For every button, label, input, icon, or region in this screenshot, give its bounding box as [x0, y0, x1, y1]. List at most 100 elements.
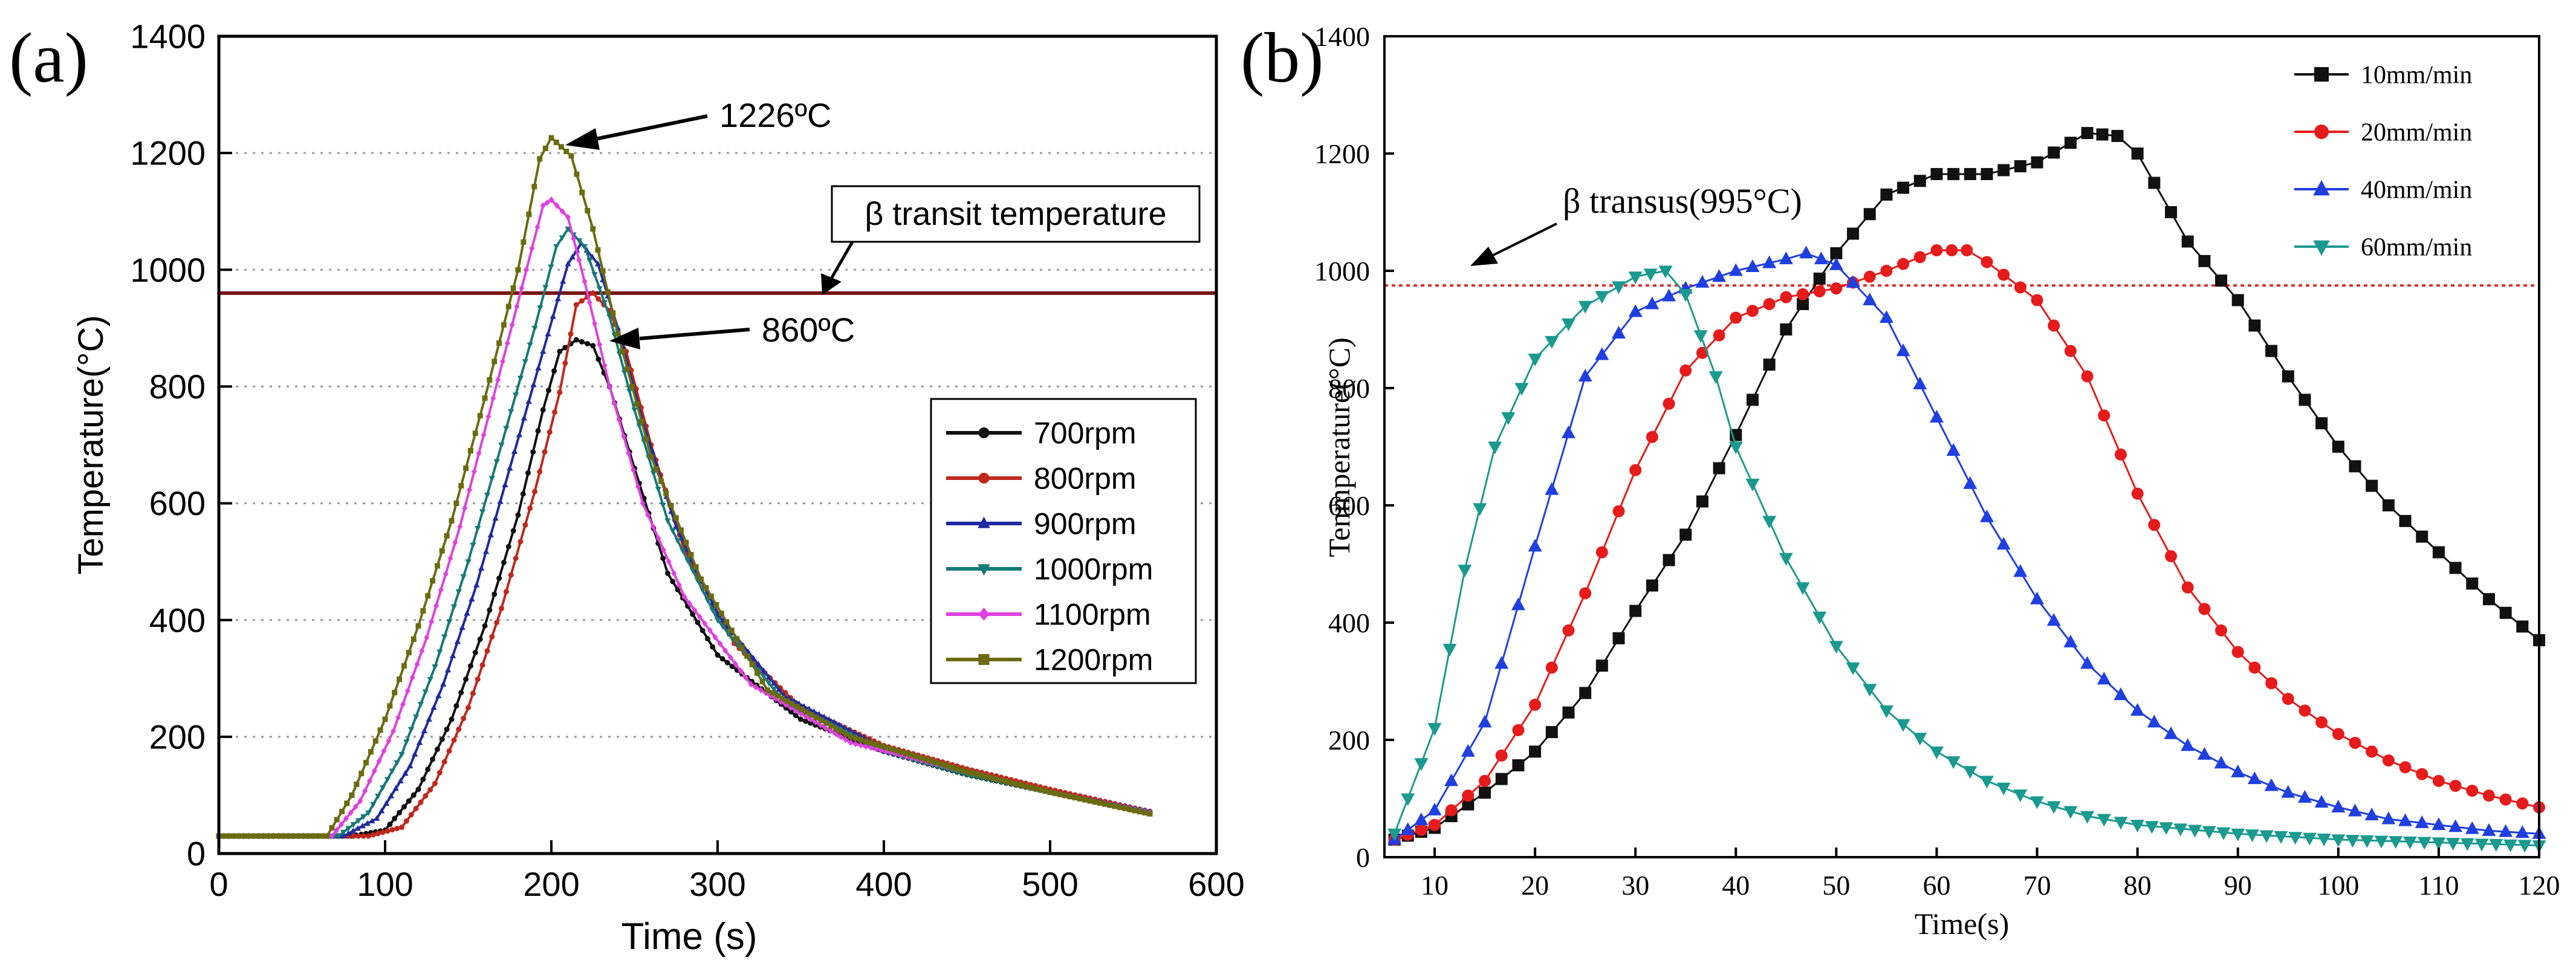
panel-b-series-20mm-min-point	[2148, 519, 2161, 531]
panel-b-series-10mm-min-point	[2449, 562, 2462, 574]
panel-a-series-1100rpm-point	[559, 208, 565, 215]
panel-a-y-tick-label: 1400	[130, 18, 206, 56]
panel-a-legend-item: 1100rpm	[946, 598, 1151, 632]
panel-a-series-700rpm-point	[715, 652, 721, 658]
panel-a-series-1000rpm-point	[596, 286, 603, 292]
panel-b-x-tick-label: 70	[2023, 870, 2051, 901]
panel-a-series-1000rpm-point	[365, 810, 372, 817]
panel-a-series-900rpm-point	[535, 365, 542, 371]
panel-a-series-800rpm-point	[399, 825, 404, 831]
panel-a-series-1200rpm-point	[387, 703, 393, 709]
panel-b-series-10mm-min-point	[2315, 417, 2328, 430]
panel-b-series-10mm-min-point	[2482, 593, 2495, 606]
panel-a-series-700rpm-point	[557, 348, 563, 354]
panel-a-series-1000rpm-point	[650, 471, 657, 477]
panel-b-series-20mm-min-point	[2499, 793, 2512, 806]
panel-b-series-60mm-min-point	[1658, 265, 1673, 279]
panel-a-series-1100rpm-point	[661, 546, 667, 554]
panel-a-series-1100rpm-point	[692, 606, 698, 614]
panel-a-series-1100rpm-point	[828, 727, 834, 734]
panel-a-series-800rpm-point	[403, 818, 409, 824]
panel-a-series-1000rpm-point	[432, 664, 438, 670]
panel-b-series-40mm-min-point	[1929, 410, 1944, 423]
panel-a-series-1200rpm-point	[803, 709, 809, 715]
panel-a-series-1200rpm-point	[888, 746, 894, 752]
panel-b-series-60mm-min-point	[1528, 354, 1542, 366]
panel-a-series-900rpm-point	[540, 348, 547, 354]
panel-a-series-1200rpm-point	[1077, 796, 1083, 802]
panel-a-series-900rpm-point	[378, 808, 385, 814]
panel-b-series-60mm-min-point	[1427, 723, 1442, 736]
panel-a-series-800rpm-point	[595, 296, 602, 302]
panel-a-series-800rpm-point	[446, 748, 452, 754]
panel-a-series-1200rpm-point	[1142, 810, 1148, 816]
panel-a-series-1000rpm-point	[412, 714, 420, 721]
panel-a-series-1200rpm-point	[265, 833, 271, 839]
panel-b-series-20mm-min-point	[1415, 823, 1427, 836]
panel-a-series-1200rpm-point	[868, 740, 874, 746]
panel-a-series-1100rpm-point	[548, 196, 554, 203]
panel-a-series-1200rpm-point	[553, 140, 559, 146]
panel-a-series-1200rpm-point	[401, 663, 407, 669]
panel-a-legend-item: 1000rpm	[946, 553, 1153, 586]
panel-b-series-60mm-min-point	[2302, 832, 2317, 846]
panel-a-series-700rpm-point	[665, 570, 670, 576]
panel-a-series-900rpm-point	[497, 498, 504, 504]
panel-b-series-10mm-min-point	[2014, 160, 2026, 173]
panel-b-x-axis-title: Time(s)	[1915, 907, 2010, 941]
panel-b-series-60mm-min-point	[1643, 268, 1658, 282]
panel-a-series-1200rpm-point	[304, 833, 310, 839]
panel-a-series-700rpm-point	[788, 708, 794, 715]
panel-a-series-1000rpm-point	[631, 407, 638, 413]
panel-a-series-1200rpm-point	[1047, 789, 1053, 796]
panel-a-series-1000rpm-point	[441, 634, 448, 640]
panel-a-legend-marker	[978, 654, 990, 665]
panel-a-reference-arrow-line	[828, 241, 854, 283]
panel-b-series-60mm-min-point	[2097, 814, 2111, 827]
panel-a-series-800rpm-point	[432, 780, 438, 786]
panel-a-series-1100rpm-point	[621, 433, 627, 440]
panel-a-series-1200rpm-point	[749, 661, 755, 667]
panel-a-legend-box	[930, 398, 1197, 684]
panel-a-series-800rpm-point	[380, 829, 386, 835]
panel-b-series-20mm-min-point	[2014, 281, 2026, 294]
panel-b-series-40mm-min-point	[2080, 656, 2095, 669]
panel-a-series-1200rpm-point	[377, 727, 383, 733]
panel-a-chart: (a) 0 100 200 300 400 500 600 0 200 400 600 800 100…	[9, 18, 1245, 958]
panel-a-series-1000rpm-point	[498, 442, 505, 449]
panel-b-series-10mm-min-point	[1880, 188, 1893, 201]
panel-a-series-1100rpm-point	[722, 647, 728, 654]
panel-a-series-1200rpm-point	[843, 731, 849, 737]
panel-a-series-700rpm-point	[397, 809, 403, 815]
panel-a-series-700rpm-point	[660, 556, 666, 562]
panel-a-series-1000rpm-point	[664, 518, 671, 525]
panel-b-series-40mm-min-point	[1745, 259, 1760, 273]
panel-a-series-1000rpm-point	[427, 676, 433, 683]
panel-b-x-tick-label: 10	[1421, 870, 1449, 901]
panel-b-series-40mm-min-point	[2432, 817, 2446, 831]
panel-a-series-1200rpm-point	[838, 728, 844, 734]
panel-a-series-1200rpm-point	[559, 144, 564, 150]
panel-b-series-20mm-min-point	[2315, 716, 2328, 728]
panel-b-series-10mm-min-point	[1913, 175, 1926, 187]
panel-b-x-tick-label: 90	[2224, 870, 2252, 901]
panel-a-series-1000rpm-point	[559, 235, 566, 241]
panel-a-series-700rpm-point	[793, 713, 799, 719]
panel-a-series-1200rpm-point	[629, 383, 635, 389]
panel-a-legend: 700rpm 800rpm 900rpm 1000rpm 1100rpm 1200rpm	[930, 398, 1197, 684]
panel-b-legend-label: 40mm/min	[2361, 177, 2472, 204]
panel-b-series-20mm-min-point	[1897, 258, 1910, 270]
panel-a-series-800rpm-point	[394, 826, 400, 832]
panel-a-series-1200rpm-point	[979, 773, 985, 779]
panel-b-series-40mm-min-point	[2147, 715, 2161, 728]
panel-a-series-1200rpm-point	[638, 418, 644, 424]
panel-a-series-900rpm-point	[359, 822, 366, 829]
panel-a-series-700rpm-point	[705, 636, 710, 642]
panel-a-series-900rpm-point	[487, 531, 494, 537]
panel-a-series-1200rpm-point	[260, 833, 266, 839]
panel-a-series-1200rpm-point	[1112, 803, 1118, 809]
panel-a-series-1200rpm-point	[1132, 808, 1138, 814]
panel-b-series-20mm-min-point	[1880, 265, 1893, 277]
panel-b-x-tick-label: 50	[1822, 870, 1850, 901]
panel-b-series-40mm-min-point	[2415, 815, 2429, 828]
